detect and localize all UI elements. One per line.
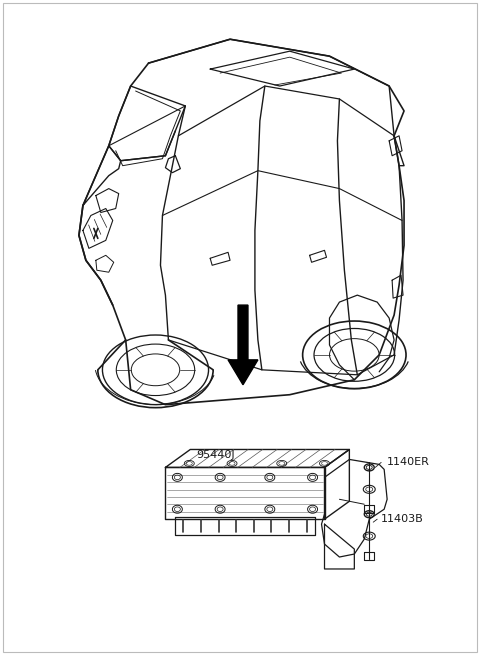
Text: 1140ER: 1140ER	[387, 457, 430, 468]
Text: 95440J: 95440J	[196, 451, 234, 460]
Polygon shape	[228, 305, 258, 384]
Text: 11403B: 11403B	[381, 514, 424, 524]
